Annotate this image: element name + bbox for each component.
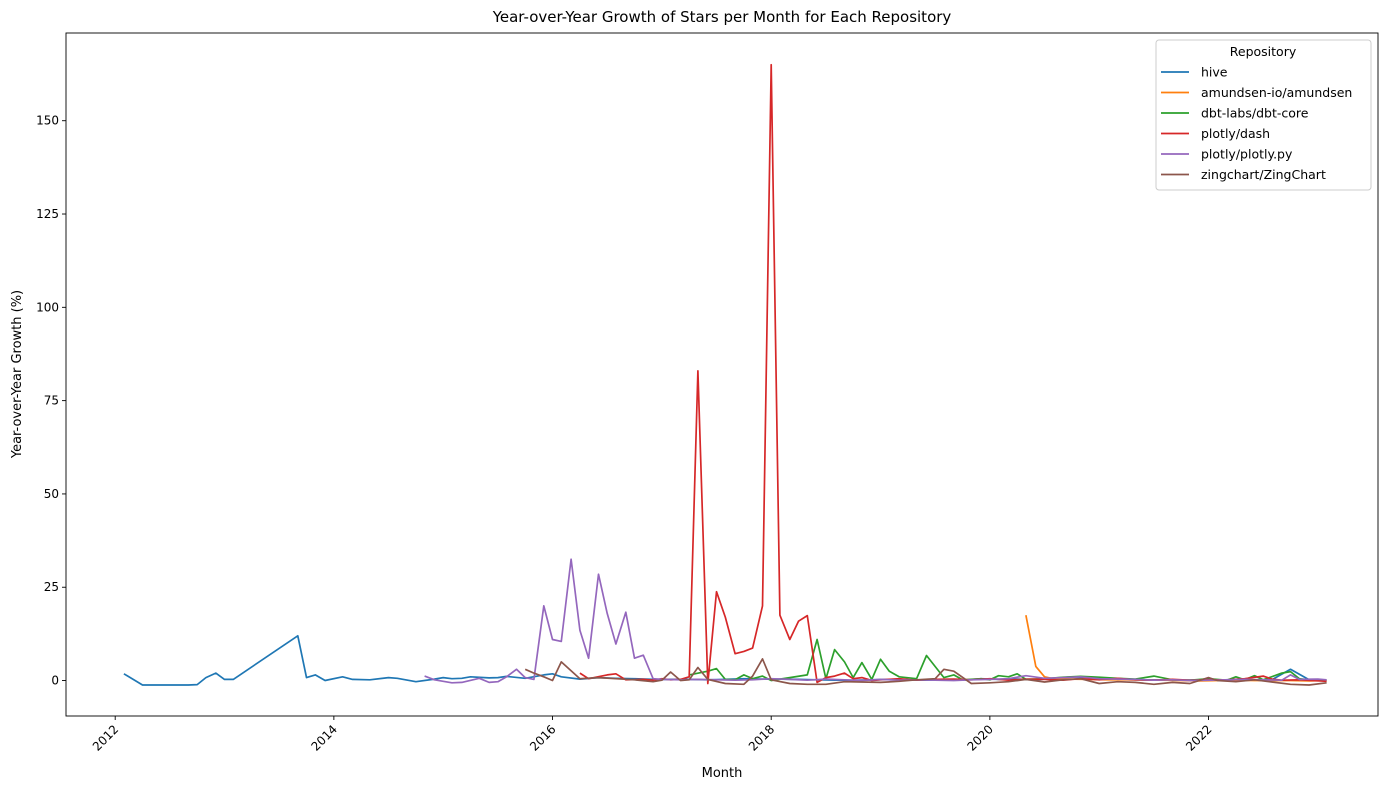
y-tick-label: 75 xyxy=(44,394,59,408)
legend-label-2: dbt-labs/dbt-core xyxy=(1201,106,1309,121)
plot-area-frame xyxy=(65,32,1379,717)
x-tick-label: 2014 xyxy=(308,722,339,753)
x-tick-label: 2016 xyxy=(527,722,558,753)
x-tick-label: 2018 xyxy=(746,722,777,753)
legend-label-0: hive xyxy=(1201,65,1228,80)
x-axis-title: Month xyxy=(702,766,743,781)
series-line-4 xyxy=(424,558,1327,684)
chart-title: Year-over-Year Growth of Stars per Month… xyxy=(492,8,952,26)
y-tick-label: 0 xyxy=(51,674,59,688)
y-tick-label: 150 xyxy=(36,114,59,128)
legend-label-3: plotly/dash xyxy=(1201,126,1270,141)
legend-box xyxy=(1155,39,1372,191)
x-axis: 2012 2014 2016 2018 2020 2022 xyxy=(90,716,1215,754)
y-tick-label: 100 xyxy=(36,300,59,314)
x-tick-label: 2012 xyxy=(90,722,121,753)
series-line-5 xyxy=(524,658,1327,686)
series-layer xyxy=(123,63,1327,686)
y-axis-title: Year-over-Year Growth (%) xyxy=(10,290,25,459)
y-tick-label: 50 xyxy=(44,487,59,501)
y-tick-label: 25 xyxy=(44,580,59,594)
legend-label-1: amundsen-io/amundsen xyxy=(1201,85,1352,100)
series-line-2 xyxy=(689,638,1327,682)
legend-items: hive amundsen-io/amundsen dbt-labs/dbt-cor… xyxy=(1161,65,1352,182)
y-tick-label: 125 xyxy=(36,207,59,221)
legend: Repository hive amundsen-io/amundsen dbt-l… xyxy=(1155,39,1372,191)
x-tick-label: 2022 xyxy=(1183,722,1214,753)
legend-label-4: plotly/plotly.py xyxy=(1201,147,1293,162)
y-axis: 0 25 50 75 100 125 150 xyxy=(36,114,66,688)
series-line-1 xyxy=(1025,615,1327,682)
legend-title: Repository xyxy=(1230,44,1297,59)
x-tick-label: 2020 xyxy=(964,722,995,753)
legend-label-5: zingchart/ZingChart xyxy=(1201,167,1326,182)
